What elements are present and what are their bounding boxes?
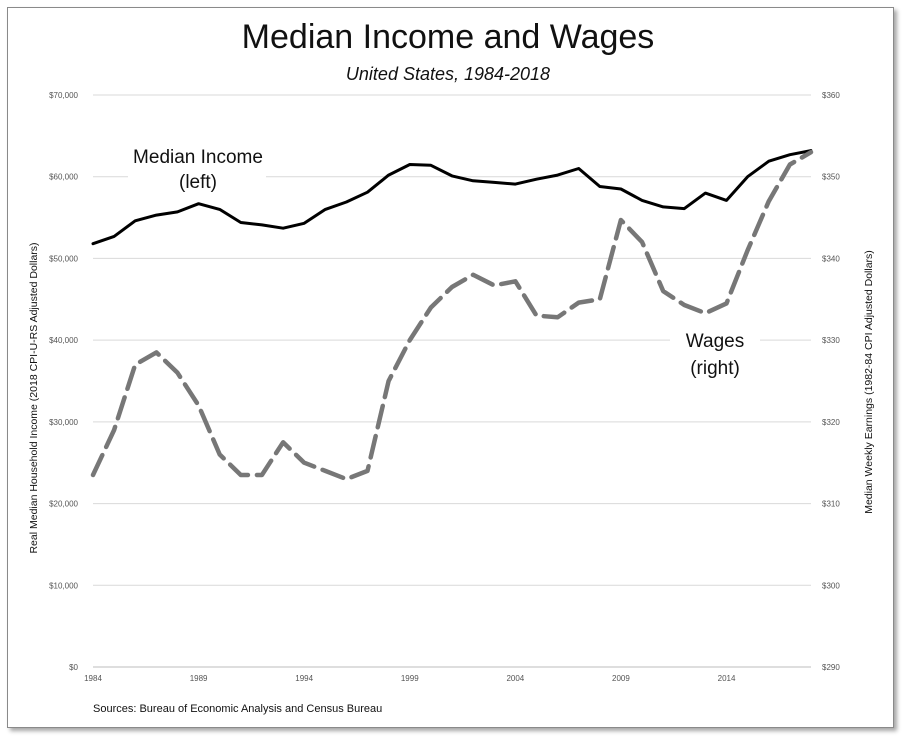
x-tick-label: 1984 bbox=[84, 674, 102, 683]
x-tick-label: 1994 bbox=[295, 674, 313, 683]
x-tick-label: 2004 bbox=[506, 674, 524, 683]
left-tick-label: $30,000 bbox=[49, 418, 78, 427]
chart-title: Median Income and Wages bbox=[242, 18, 655, 56]
right-tick-label: $330 bbox=[822, 336, 840, 345]
left-axis-label: Real Median Household Income (2018 CPI-U… bbox=[28, 242, 40, 553]
left-axis-ticks: $0 $10,000 $20,000 $30,000 $40,000 $50,000 $60… bbox=[49, 91, 78, 672]
x-tick-label: 2009 bbox=[612, 674, 630, 683]
wages-annotation: Wages bbox=[686, 331, 744, 352]
median-income-annotation: (left) bbox=[179, 172, 217, 193]
median-income-annotation: Median Income bbox=[133, 147, 263, 168]
median-income-line bbox=[91, 149, 813, 246]
right-tick-label: $310 bbox=[822, 500, 840, 509]
left-tick-label: $60,000 bbox=[49, 173, 78, 182]
median-income-annotation-background bbox=[128, 143, 266, 198]
x-tick-label: 1989 bbox=[190, 674, 208, 683]
left-tick-label: $20,000 bbox=[49, 500, 78, 509]
right-tick-label: $340 bbox=[822, 254, 840, 263]
left-tick-label: $40,000 bbox=[49, 336, 78, 345]
source-note: Sources: Bureau of Economic Analysis and… bbox=[93, 703, 382, 715]
wages-annotation-background bbox=[670, 327, 760, 382]
wages-annotation: (right) bbox=[690, 358, 740, 379]
left-tick-label: $70,000 bbox=[49, 91, 78, 100]
left-tick-label: $10,000 bbox=[49, 581, 78, 590]
x-tick-label: 1999 bbox=[401, 674, 419, 683]
left-tick-label: $50,000 bbox=[49, 254, 78, 263]
left-tick-label: $0 bbox=[69, 663, 78, 672]
series-lines bbox=[90, 149, 814, 482]
right-tick-label: $290 bbox=[822, 663, 840, 672]
chart-subtitle: United States, 1984-2018 bbox=[346, 64, 550, 84]
right-tick-label: $350 bbox=[822, 173, 840, 182]
right-axis-ticks: $290 $300 $310 $320 $330 $340 $350 $360 bbox=[822, 91, 840, 672]
right-tick-label: $360 bbox=[822, 91, 840, 100]
right-tick-label: $320 bbox=[822, 418, 840, 427]
right-axis-label: Median Weekly Earnings (1982-84 CPI Adju… bbox=[863, 250, 875, 514]
wages-line bbox=[90, 149, 814, 482]
series-annotations: Median Income (left) Wages (right) bbox=[128, 143, 760, 382]
x-axis-ticks: 1984 1989 1994 1999 2004 2009 2014 bbox=[84, 666, 811, 683]
right-tick-label: $300 bbox=[822, 581, 840, 590]
x-tick-label: 2014 bbox=[718, 674, 736, 683]
